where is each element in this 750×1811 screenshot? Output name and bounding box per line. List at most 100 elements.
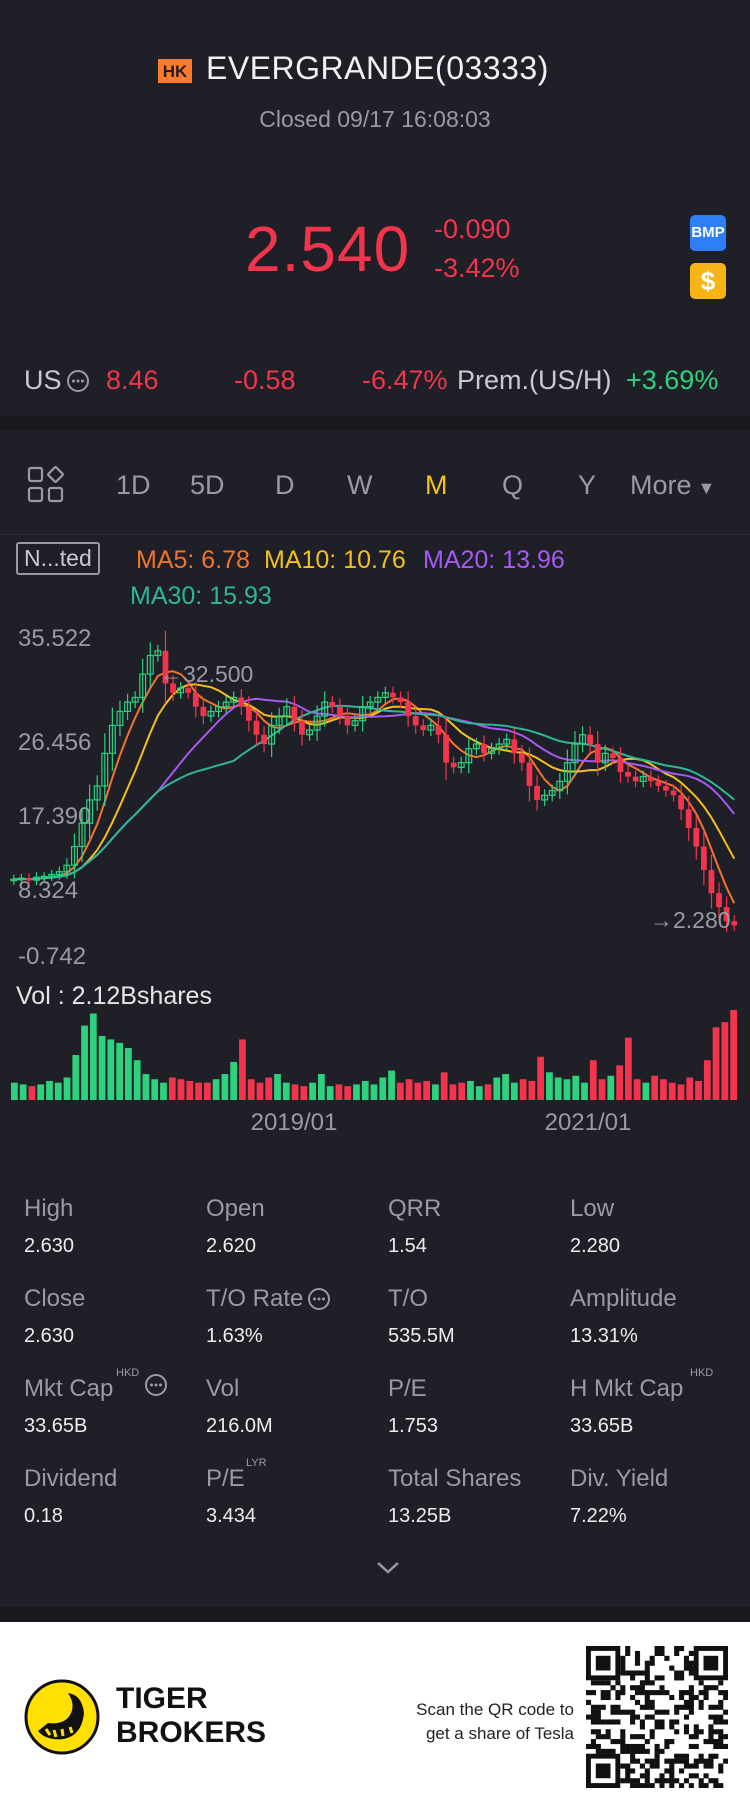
stat-label: Low xyxy=(570,1195,615,1222)
candle-body xyxy=(78,822,86,848)
volume-bar xyxy=(256,1082,264,1100)
brand-name: TIGER BROKERS xyxy=(116,1682,267,1749)
tab-d[interactable]: D xyxy=(275,470,295,500)
us-listing-row[interactable]: US 8.46 -0.58 -6.47% Prem.(US/H) +3.69% xyxy=(0,355,750,410)
tab-m[interactable]: M xyxy=(425,470,448,500)
kline-chart[interactable]: N...ted MA5: 6.78 MA10: 10.76 MA20: 13.9… xyxy=(0,534,750,1154)
candle-body xyxy=(17,877,25,881)
volume-bar xyxy=(633,1079,641,1100)
volume-bar xyxy=(721,1022,729,1100)
volume-bar xyxy=(107,1039,115,1100)
candle-body xyxy=(131,696,139,703)
expand-chevron-icon[interactable] xyxy=(375,1560,401,1581)
dollar-badge[interactable]: $ xyxy=(690,263,726,299)
volume-bar xyxy=(651,1075,659,1100)
volume-bar xyxy=(475,1086,483,1100)
layout-grid-icon[interactable] xyxy=(27,466,65,509)
legend-ma20: MA20: 13.96 xyxy=(423,546,565,574)
volume-bar xyxy=(519,1079,527,1100)
last-price: 2.540 xyxy=(245,213,411,285)
candle-body xyxy=(685,809,692,828)
y-tick-label: 8.324 xyxy=(18,877,78,904)
candle-body xyxy=(556,780,564,792)
candle-body xyxy=(55,871,63,876)
volume-bar xyxy=(396,1082,404,1100)
stat-value: 0.18 xyxy=(24,1505,63,1527)
candle-body xyxy=(526,762,533,786)
stat-label: Total Shares xyxy=(388,1465,522,1492)
candle-body xyxy=(548,790,556,796)
candle-body xyxy=(192,692,199,707)
volume-bar xyxy=(695,1080,702,1100)
tab-q[interactable]: Q xyxy=(502,470,524,500)
ma30-line xyxy=(13,704,735,881)
candle-body xyxy=(563,762,571,782)
tab-1d[interactable]: 1D xyxy=(116,470,151,500)
candle-body xyxy=(503,738,511,745)
stat-value: 535.5M xyxy=(388,1325,455,1347)
tab-y[interactable]: Y xyxy=(578,470,597,500)
candle-body xyxy=(170,683,176,693)
candle-body xyxy=(397,697,404,703)
adjust-type-button[interactable]: N...ted xyxy=(16,542,100,575)
volume-bar xyxy=(440,1072,448,1100)
candle-body xyxy=(511,739,518,754)
stat-value: 2.630 xyxy=(24,1325,75,1347)
legend-ma5: MA5: 6.78 xyxy=(136,546,250,574)
lyr-superscript: LYR xyxy=(246,1457,267,1469)
low-marker-label: →2.280 xyxy=(650,907,731,933)
volume-bar xyxy=(81,1025,88,1100)
candle-body xyxy=(366,701,374,708)
info-dots-icon[interactable] xyxy=(307,1287,331,1316)
candle-body xyxy=(329,702,336,707)
qr-code[interactable] xyxy=(586,1646,728,1788)
info-dots-icon[interactable] xyxy=(144,1373,168,1402)
volume-bar xyxy=(598,1079,606,1100)
tab-5d[interactable]: 5D xyxy=(190,470,225,500)
candle-body xyxy=(253,720,260,735)
tab-w[interactable]: W xyxy=(347,470,373,500)
tab-more[interactable]: More ▼ xyxy=(630,470,715,501)
volume-bar xyxy=(133,1060,141,1100)
price-change-percent: -3.42% xyxy=(434,253,520,283)
more-dots-icon[interactable] xyxy=(66,369,90,400)
candle-body xyxy=(655,781,662,786)
volume-bar xyxy=(537,1056,545,1100)
volume-bar xyxy=(89,1013,97,1100)
candle-body xyxy=(518,753,525,763)
stat-label: QRR xyxy=(388,1195,442,1222)
candle-body xyxy=(716,893,722,908)
stat-label: Close xyxy=(24,1285,86,1312)
legend-ma10: MA10: 10.76 xyxy=(264,546,406,574)
bmp-badge[interactable]: BMP xyxy=(690,215,726,251)
volume-bar xyxy=(379,1077,387,1100)
candle-body xyxy=(708,869,715,894)
stats-grid: High 2.630 Open 2.620 QRR 1.54 Low 2.280 Close 2.… xyxy=(0,1175,750,1610)
volume-bar xyxy=(265,1077,273,1100)
volume-bar xyxy=(563,1079,571,1100)
candle-body xyxy=(283,706,291,717)
candle-body xyxy=(299,720,305,735)
currency-superscript: HKD xyxy=(690,1367,714,1379)
candle-body xyxy=(481,744,487,754)
stat-value: 13.25B xyxy=(388,1505,452,1527)
candle-body xyxy=(465,748,473,764)
candle-body xyxy=(647,776,654,782)
candle-body xyxy=(70,845,78,866)
candle-body xyxy=(344,716,351,726)
candle-body xyxy=(207,710,215,717)
stat-value: 1.753 xyxy=(388,1415,439,1437)
candle-body xyxy=(108,724,116,754)
volume-bar xyxy=(221,1074,229,1100)
volume-bar xyxy=(581,1082,588,1100)
stat-value: 2.620 xyxy=(206,1235,257,1257)
volume-bar xyxy=(624,1037,632,1100)
candle-body xyxy=(185,688,192,693)
volume-bar xyxy=(142,1074,150,1100)
volume-bar xyxy=(46,1080,53,1100)
candle-body xyxy=(625,771,631,777)
candle-body xyxy=(571,743,579,764)
volume-bar xyxy=(432,1084,439,1100)
candle-body xyxy=(124,701,132,713)
stat-label: Amplitude xyxy=(570,1285,677,1312)
